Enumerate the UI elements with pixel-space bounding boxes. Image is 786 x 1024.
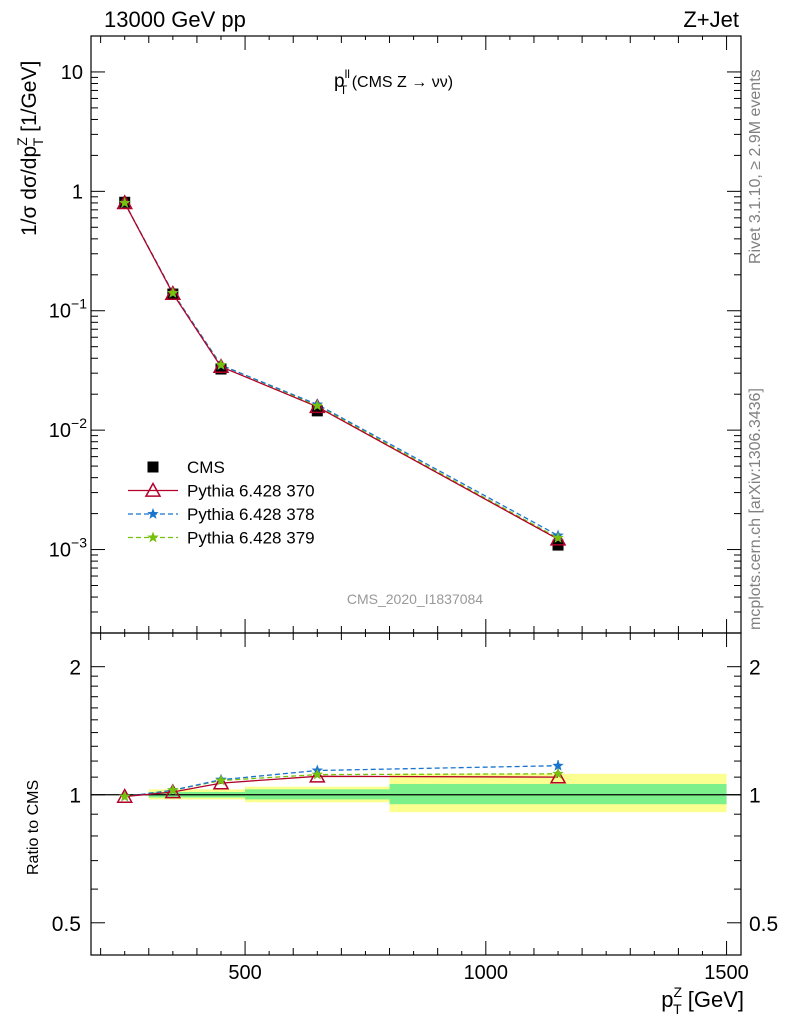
- ratio-y-tick-label: 1: [69, 785, 81, 808]
- analysis-tag: CMS_2020_I1837084: [347, 591, 483, 607]
- rivet-label: Rivet 3.1.10, ≥ 2.9M events: [747, 69, 764, 264]
- x-tick-label: 500: [228, 962, 261, 984]
- ratio-point-p379: [311, 768, 323, 780]
- ratio-ylabel: Ratio to CMS: [25, 780, 42, 875]
- mc-point-p379: [552, 531, 564, 543]
- ratio-line-p370: [124, 775, 559, 798]
- y-tick-label: 1: [72, 181, 83, 203]
- cms-point: [311, 405, 323, 417]
- legend-marker-p370: [144, 481, 162, 497]
- ratio-y-tick-label: 0.5: [52, 913, 81, 936]
- collision-label: 13000 GeV pp: [104, 7, 246, 32]
- mc-point-p370: [549, 530, 567, 546]
- process-label: Z+Jet: [683, 7, 739, 32]
- main-panel: 10 1 10−1 10−2 10−3: [49, 35, 742, 634]
- legend: CMS Pythia 6.428 370 Pythia 6.428 378 Pythi…: [128, 458, 315, 548]
- y-tick-label: 10−3: [49, 535, 87, 562]
- ratio-point-p379: [215, 774, 227, 786]
- x-tick-label: 1000: [464, 962, 509, 984]
- mc-point-p370: [212, 358, 230, 374]
- legend-label: Pythia 6.428 379: [187, 529, 315, 548]
- mc-point-p379: [119, 196, 131, 208]
- ratio-point-p370: [549, 768, 567, 784]
- ratio-y-tick-label-right: 1: [749, 785, 761, 808]
- main-ylabel: 1/σ dσ/dpZT [1/GeV]: [14, 61, 46, 236]
- x-tick-label: 1500: [704, 962, 749, 984]
- legend-marker-cms: [147, 461, 159, 473]
- mc-point-p379: [167, 286, 179, 298]
- legend-marker-p378: [147, 508, 159, 519]
- plot-title: pll T (CMS Z → νν): [334, 67, 453, 97]
- ratio-point-p379: [552, 767, 564, 779]
- mc-point-p370: [164, 285, 182, 301]
- mc-point-p379: [311, 399, 323, 411]
- legend-label: Pythia 6.428 370: [187, 482, 315, 501]
- mc-point-p370: [309, 398, 326, 414]
- ratio-point-p379: [167, 784, 179, 796]
- legend-label: Pythia 6.428 378: [187, 505, 315, 524]
- ratio-y-tick-label-right: 0.5: [749, 913, 778, 936]
- y-tick-label: 10−2: [49, 415, 87, 442]
- ratio-y-tick-label-right: 2: [749, 657, 761, 680]
- ratio-point-p379: [119, 790, 131, 802]
- ratio-point-p370: [212, 774, 230, 790]
- mcplots-label: mcplots.cern.ch [arXiv:1306.3436]: [747, 388, 764, 630]
- cms-point: [215, 363, 227, 375]
- y-tick-label: 10: [61, 62, 83, 84]
- ratio-point-p370: [309, 767, 326, 783]
- ratio-frame: [90, 632, 742, 956]
- x-axis-label: pZ T [GeV]: [661, 984, 744, 1017]
- y-tick-label: 10−1: [49, 296, 87, 323]
- ratio-point-p378: [552, 759, 564, 771]
- legend-label: CMS: [187, 458, 225, 477]
- ratio-panel: 0.5 0.5 1 1 2 2 500 1000 1500: [52, 632, 778, 984]
- ratio-point-p370: [164, 783, 182, 799]
- ratio-y-tick-label: 2: [69, 657, 81, 680]
- legend-marker-p379: [147, 531, 159, 543]
- mc-point-p379: [215, 358, 227, 370]
